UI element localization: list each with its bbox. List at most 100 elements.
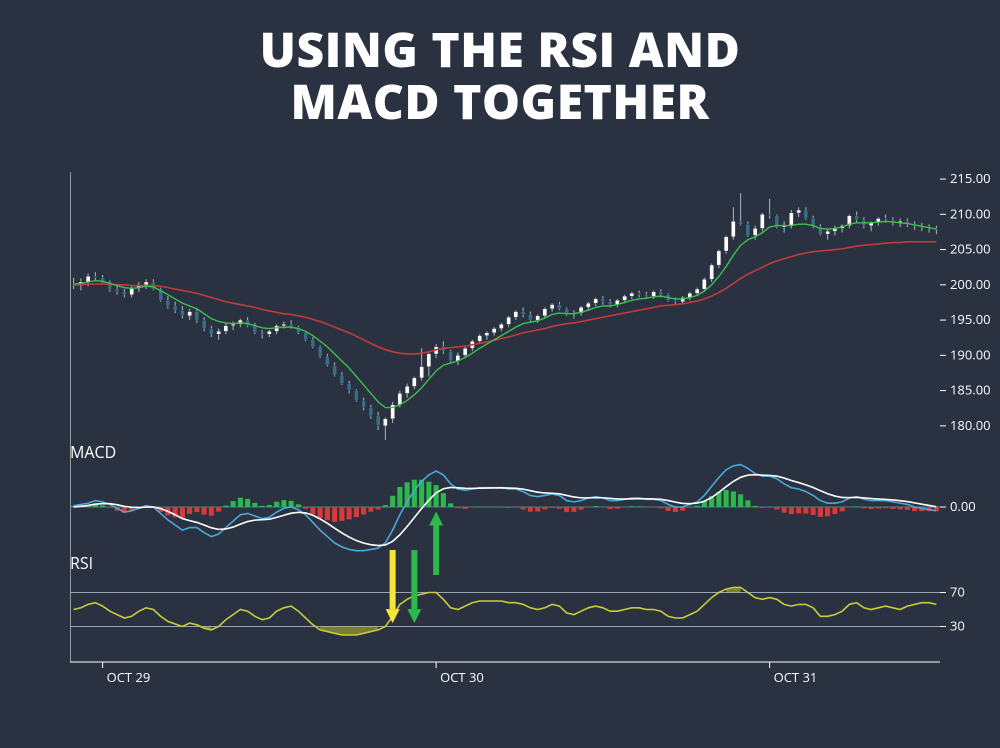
macd-hist-bar xyxy=(767,507,772,508)
macd-hist-bar xyxy=(796,507,801,513)
macd-hist-bar xyxy=(890,507,895,509)
macd-hist-bar xyxy=(869,507,874,509)
macd-hist-bar xyxy=(347,507,352,519)
macd-hist-bar xyxy=(818,507,823,517)
macd-hist-bar xyxy=(484,507,489,508)
candle xyxy=(115,289,119,292)
macd-hist-bar xyxy=(289,501,294,507)
macd-hist-bar xyxy=(644,507,649,508)
candle xyxy=(122,292,126,295)
title-line-2: MACD TOGETHER xyxy=(290,69,709,134)
candle xyxy=(383,419,387,426)
macd-hist-bar xyxy=(455,507,460,508)
macd-hist-bar xyxy=(825,507,830,516)
macd-hist-bar xyxy=(339,507,344,521)
price-ytick: 190.00 xyxy=(950,345,991,363)
price-ytick: 200.00 xyxy=(950,275,991,293)
rsi-label: RSI xyxy=(70,552,93,574)
candle xyxy=(753,228,757,235)
macd-hist-bar xyxy=(202,507,207,515)
candle xyxy=(188,312,192,316)
candle xyxy=(630,293,634,296)
macd-hist-bar xyxy=(260,506,265,507)
candle xyxy=(485,333,489,336)
candle xyxy=(93,276,97,277)
candle xyxy=(717,251,721,265)
candle xyxy=(325,357,329,365)
macd-hist-bar xyxy=(622,507,627,508)
macd-hist-bar xyxy=(318,507,323,518)
x-tick-label: OCT 29 xyxy=(107,668,151,686)
macd-hist-bar xyxy=(100,505,105,507)
arrow-green-down-icon xyxy=(411,550,417,609)
candle xyxy=(514,312,518,318)
macd-hist-bar xyxy=(840,507,845,511)
macd-label: MACD xyxy=(70,441,116,463)
macd-hist-bar xyxy=(745,500,750,507)
candle xyxy=(354,391,358,401)
macd-hist-bar xyxy=(492,507,497,508)
candle xyxy=(224,326,228,332)
candle xyxy=(855,216,859,220)
candle xyxy=(550,305,554,309)
macd-hist-bar xyxy=(600,507,605,508)
price-ytick: 205.00 xyxy=(950,240,991,258)
candle xyxy=(586,303,590,307)
macd-hist-bar xyxy=(528,507,533,512)
candle xyxy=(746,224,750,235)
price-ytick: 185.00 xyxy=(950,381,991,399)
candle xyxy=(768,214,772,215)
macd-hist-bar xyxy=(521,507,526,509)
candle xyxy=(724,237,728,251)
candle xyxy=(637,293,641,294)
macd-hist-bar xyxy=(463,507,468,509)
candle xyxy=(731,221,735,237)
macd-hist-bar xyxy=(274,502,279,507)
candle xyxy=(710,265,714,279)
candle xyxy=(608,302,612,305)
candle xyxy=(478,336,482,342)
candle xyxy=(507,317,511,324)
candle xyxy=(195,312,199,320)
macd-hist-bar xyxy=(883,507,888,508)
macd-hist-bar xyxy=(376,507,381,510)
candle xyxy=(369,408,373,416)
macd-hist-bar xyxy=(107,507,112,508)
candle xyxy=(804,210,808,218)
macd-hist-bar xyxy=(231,501,236,507)
price-ytick: 180.00 xyxy=(950,416,991,434)
macd-hist-bar xyxy=(325,507,330,520)
candle xyxy=(652,292,656,296)
candle xyxy=(318,347,322,357)
candle xyxy=(528,314,532,320)
candle xyxy=(144,282,148,285)
arrow-green-up-icon-head xyxy=(429,512,443,526)
macd-hist-bar xyxy=(905,507,910,510)
ma-slow-line xyxy=(74,242,937,354)
macd-hist-bar xyxy=(898,507,903,509)
macd-hist-bar xyxy=(753,506,758,507)
candle xyxy=(333,365,337,375)
macd-hist-bar xyxy=(608,507,613,509)
candle xyxy=(499,324,503,328)
macd-hist-bar xyxy=(579,507,584,510)
macd-hist-bar xyxy=(535,507,540,512)
macd-hist-bar xyxy=(332,507,337,522)
macd-hist-bar xyxy=(847,507,852,508)
candle xyxy=(884,219,888,220)
macd-hist-bar xyxy=(651,507,656,508)
candle xyxy=(521,312,525,315)
macd-hist-bar xyxy=(303,507,308,509)
macd-hist-bar xyxy=(615,507,620,509)
candle xyxy=(463,348,467,355)
macd-hist-bar xyxy=(296,504,301,507)
macd-hist-bar xyxy=(397,487,402,507)
candle xyxy=(789,213,793,226)
macd-hist-bar xyxy=(629,506,634,507)
price-ytick: 210.00 xyxy=(950,204,991,222)
candle xyxy=(449,351,453,361)
macd-hist-bar xyxy=(564,507,569,512)
candle xyxy=(166,300,170,306)
candle xyxy=(695,289,699,293)
rsi-line xyxy=(74,587,937,635)
